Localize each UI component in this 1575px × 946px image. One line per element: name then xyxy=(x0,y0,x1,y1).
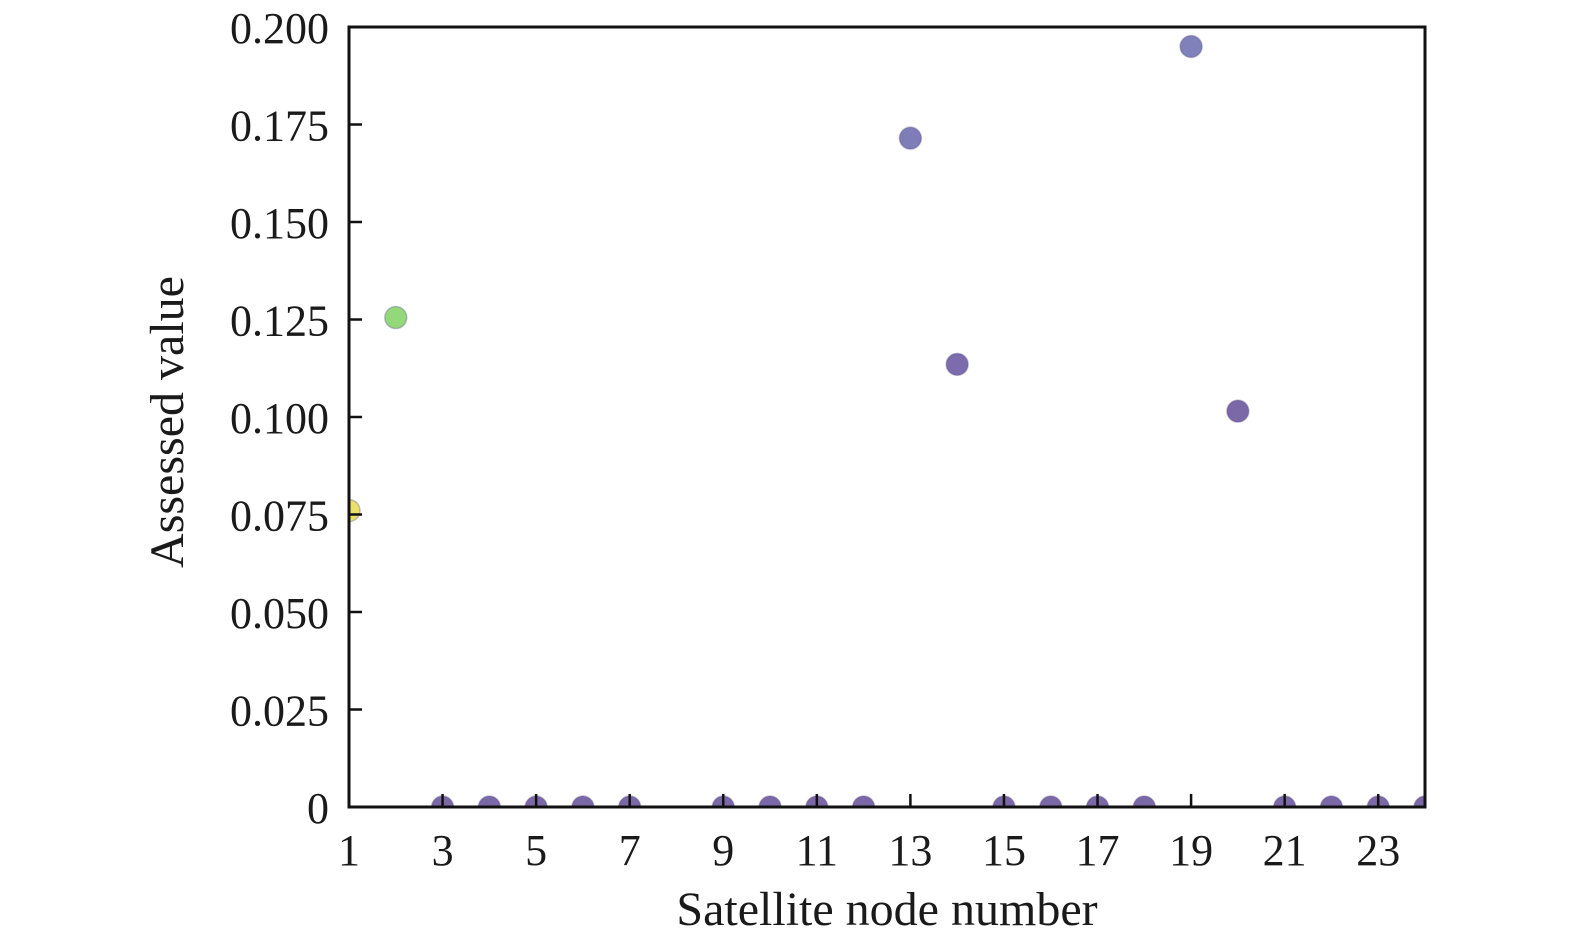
x-tick-label: 13 xyxy=(888,826,932,875)
x-tick-label: 7 xyxy=(619,826,641,875)
data-point-19 xyxy=(1179,34,1203,59)
data-point-13 xyxy=(898,126,923,150)
axis-ticks: 1 3 5 7 9 11 13 15 17 19 21 2300.0250.0500.0750.100… xyxy=(230,4,1400,875)
data-point-20 xyxy=(1226,399,1250,423)
data-points xyxy=(349,34,1425,807)
y-tick-label: 0.050 xyxy=(230,589,329,638)
data-point-10 xyxy=(758,795,782,807)
y-tick-label: 0.025 xyxy=(230,687,329,736)
x-tick-label: 15 xyxy=(982,826,1026,875)
data-point-24 xyxy=(1413,795,1425,807)
data-point-6 xyxy=(571,795,595,807)
y-tick-label: 0.150 xyxy=(230,199,329,248)
y-tick-label: 0 xyxy=(307,784,329,833)
x-tick-label: 1 xyxy=(338,826,360,875)
data-point-22 xyxy=(1319,795,1344,807)
y-tick-label: 0.175 xyxy=(230,102,329,151)
data-point-14 xyxy=(945,352,969,377)
data-point-2 xyxy=(384,305,408,330)
x-tick-label: 17 xyxy=(1076,826,1120,875)
y-tick-label: 0.100 xyxy=(230,394,329,443)
data-point-16 xyxy=(1038,795,1063,807)
y-tick-label: 0.075 xyxy=(230,492,329,541)
x-tick-label: 23 xyxy=(1356,826,1400,875)
x-tick-label: 19 xyxy=(1169,826,1213,875)
x-tick-label: 21 xyxy=(1263,826,1307,875)
data-point-1 xyxy=(349,498,361,523)
data-point-18 xyxy=(1132,795,1157,807)
y-tick-label: 0.125 xyxy=(230,297,329,346)
y-axis-title: Assessed value xyxy=(141,276,194,568)
x-tick-label: 9 xyxy=(712,826,734,875)
x-tick-label: 11 xyxy=(796,826,838,875)
data-point-4 xyxy=(477,795,502,807)
x-tick-label: 5 xyxy=(525,826,547,875)
y-tick-label: 0.200 xyxy=(230,4,329,53)
data-point-12 xyxy=(851,795,876,807)
plot-frame xyxy=(347,25,1427,809)
x-axis-title: Satellite node number xyxy=(676,883,1097,936)
x-tick-label: 3 xyxy=(432,826,454,875)
